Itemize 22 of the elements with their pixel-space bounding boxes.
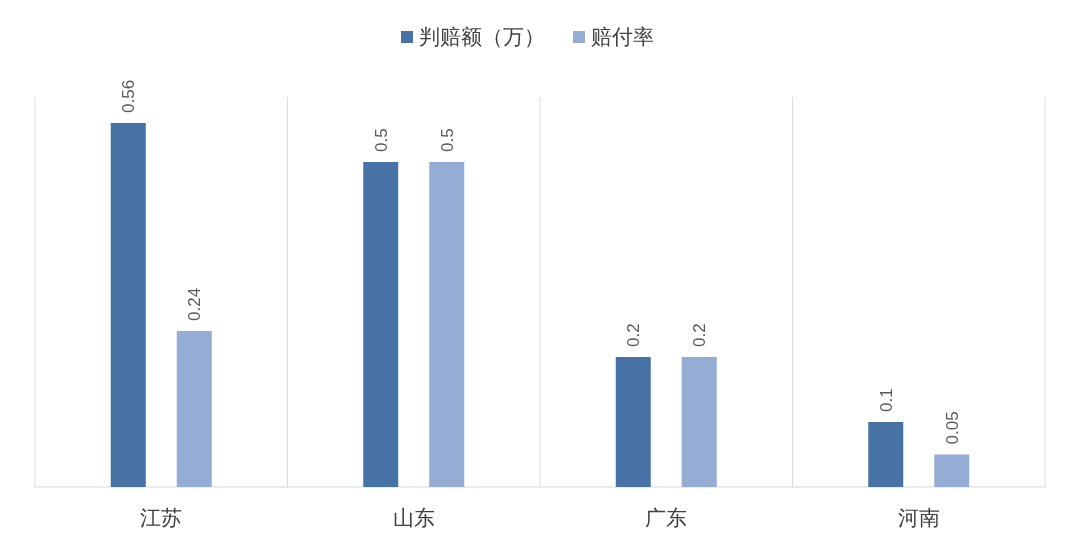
x-tick-label: 山东 (392, 506, 435, 530)
data-label: 0.05 (942, 411, 962, 445)
data-label: 0.5 (371, 128, 391, 152)
legend-label: 判赔额（万） (419, 25, 545, 49)
data-label: 0.1 (876, 388, 896, 412)
x-tick-label: 河南 (897, 506, 940, 530)
bar (615, 357, 651, 487)
data-label: 0.2 (690, 323, 710, 347)
data-label: 0.24 (185, 287, 205, 321)
bar (934, 454, 970, 487)
bar (429, 162, 465, 487)
bar (110, 123, 146, 487)
bar (681, 357, 717, 487)
data-label: 0.56 (119, 79, 139, 113)
legend-label: 赔付率 (591, 25, 654, 49)
bar (363, 162, 399, 487)
bar (868, 422, 904, 487)
bar (176, 331, 212, 487)
x-tick-label: 江苏 (140, 506, 183, 530)
data-label: 0.2 (624, 323, 644, 347)
x-tick-label: 广东 (645, 506, 688, 530)
data-label: 0.5 (437, 128, 457, 152)
